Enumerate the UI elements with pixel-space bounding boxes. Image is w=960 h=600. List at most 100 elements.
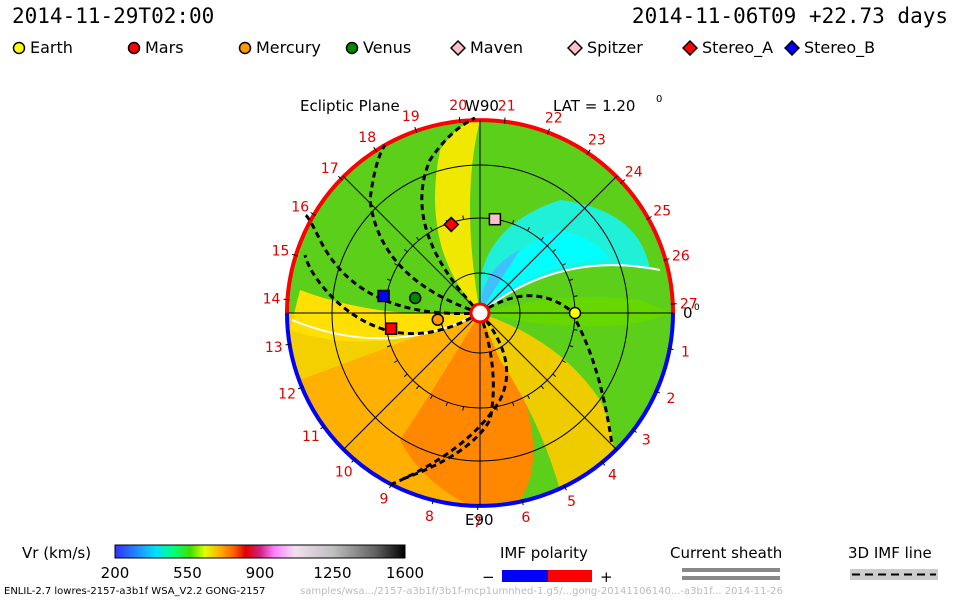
- carrington-label: 7: [473, 515, 482, 531]
- grid-tick: [540, 385, 544, 390]
- legend-label: Mercury: [256, 38, 321, 57]
- legend-item-earth: Earth: [12, 38, 73, 57]
- carrington-label: 11: [302, 429, 320, 445]
- grid-tick: [403, 373, 408, 377]
- legend-label: Venus: [363, 38, 412, 57]
- carrington-label: 24: [625, 164, 643, 180]
- grid-tick: [430, 395, 433, 399]
- colorbar-tick-label: 550: [173, 564, 202, 582]
- carrington-tick: [631, 428, 637, 433]
- legend-label: Stereo_A: [702, 38, 774, 57]
- legend-item-stereo-a: Stereo_A: [682, 38, 773, 57]
- grid-tick: [394, 263, 398, 266]
- colorbar-tick-label: 900: [246, 564, 275, 582]
- carrington-tick: [654, 390, 661, 394]
- grid-tick: [403, 249, 408, 253]
- legend-diamond-icon: [784, 39, 800, 56]
- carrington-tick: [373, 146, 378, 153]
- imf-plus-label: +: [600, 568, 613, 586]
- model-time: 2014-11-29T02:00: [12, 4, 215, 28]
- legend-circle-icon: [12, 41, 26, 54]
- carrington-label: 6: [521, 510, 530, 526]
- legend-circle-icon: [127, 41, 141, 54]
- grid-tick: [540, 236, 544, 241]
- grid-tick: [562, 360, 566, 363]
- carrington-tick: [586, 149, 591, 155]
- radial-tick-marks: [381, 214, 579, 412]
- colorbar-tick-label: 200: [101, 564, 130, 582]
- carrington-label: 14: [263, 291, 281, 307]
- legend-label: Stereo_B: [804, 38, 876, 57]
- colorbar-label: Vr (km/s): [22, 544, 91, 562]
- legend-item-mars: Mars: [127, 38, 184, 57]
- carrington-tick: [646, 216, 652, 220]
- reference-time: 2014-11-06T09 +22.73 days: [631, 4, 948, 28]
- carrington-label: 8: [425, 509, 434, 525]
- legend-label: Spitzer: [587, 38, 643, 57]
- bottom-axis-label: E90: [465, 511, 494, 529]
- legend-circle-icon: [345, 41, 359, 54]
- grid-tick: [573, 295, 578, 297]
- carrington-tick: [285, 343, 292, 346]
- grid-tick: [496, 406, 498, 411]
- grid-tick: [462, 215, 464, 220]
- footer-path: samples/wsa.../2157-a3b1f/3b1f-mcp1umnhe…: [300, 586, 783, 597]
- grid-tick: [569, 278, 574, 281]
- carrington-tick: [620, 179, 626, 184]
- imf-minus-label: −: [482, 568, 495, 586]
- carrington-tick: [351, 457, 356, 463]
- carrington-label: 18: [358, 130, 376, 146]
- body-marker-earth: [568, 306, 582, 320]
- colorbar: [114, 544, 406, 559]
- grid-tick: [573, 329, 578, 331]
- carrington-label: 25: [653, 204, 671, 220]
- carrington-label: 26: [672, 248, 690, 264]
- grid-tick: [445, 402, 448, 407]
- carrington-tick: [600, 460, 606, 466]
- imf-negative-swatch: [502, 570, 548, 582]
- carrington-tick: [298, 386, 304, 390]
- current-sheath-swatch: [682, 576, 780, 580]
- plane-label: Ecliptic Plane: [300, 97, 400, 115]
- carrington-tick: [291, 253, 298, 257]
- colorbar-ticks: 200 550 900 1250 1600: [101, 564, 424, 582]
- carrington-label: 21: [498, 99, 516, 115]
- grid-tick: [552, 249, 557, 253]
- grid-tick: [527, 395, 530, 399]
- body-marker-stereo-a: [443, 216, 460, 233]
- carrington-label: 15: [272, 244, 290, 260]
- sun-marker: [469, 302, 491, 324]
- legend-item-mercury: Mercury: [238, 38, 321, 57]
- current-sheath-title: Current sheath: [670, 544, 782, 562]
- imf-positive-swatch: [548, 570, 592, 582]
- grid-tick: [462, 406, 464, 411]
- carrington-label: 17: [321, 161, 339, 177]
- grid-tick: [512, 219, 515, 224]
- imf-spirals: [303, 116, 614, 487]
- grid-tick: [416, 385, 420, 390]
- carrington-tick: [503, 117, 506, 124]
- imf-polarity-title: IMF polarity: [500, 544, 588, 562]
- carrington-label: 4: [608, 468, 617, 484]
- footer-info: ENLIL-2.7 lowres-2157-a3b1f WSA_V2.2 GON…: [4, 586, 266, 597]
- carrington-label: 1: [681, 345, 690, 361]
- latitude-unit: 0: [656, 94, 662, 105]
- carrington-label: 16: [291, 199, 309, 215]
- legend-label: Earth: [30, 38, 73, 57]
- right-axis-label: 0: [683, 304, 693, 322]
- carrington-label: 19: [402, 109, 420, 125]
- carrington-tick: [663, 258, 670, 261]
- top-axis-label: W90: [465, 97, 499, 115]
- legend-item-venus: Venus: [345, 38, 411, 57]
- legend-label: Maven: [470, 38, 524, 57]
- imf3d-title: 3D IMF line: [848, 544, 932, 562]
- grid-tick: [386, 345, 391, 348]
- legend-item-stereo-b: Stereo_B: [784, 38, 875, 57]
- carrington-label: 9: [380, 492, 389, 508]
- carrington-tick: [337, 175, 343, 181]
- body-legend: Earth Mars Mercury Venus Maven Spitzer Stereo_…: [12, 38, 952, 60]
- carrington-tick: [521, 499, 524, 506]
- carrington-tick: [414, 126, 418, 133]
- carrington-tick: [546, 128, 550, 135]
